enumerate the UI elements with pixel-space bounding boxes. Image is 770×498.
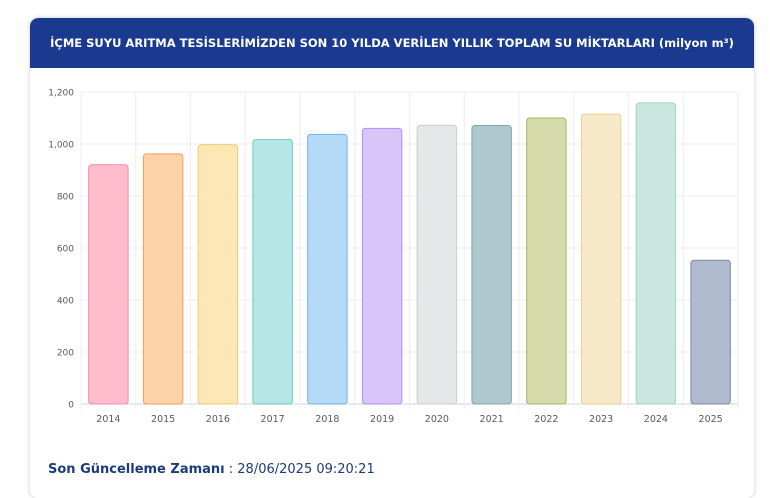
y-tick-label: 600 — [57, 245, 74, 255]
last-updated-separator: : — [224, 462, 238, 477]
bar-chart: 0 200 400 600 800 1,000 1,200 2014 2015 2016 2017 2… — [48, 89, 739, 425]
x-tick-label: 2016 — [206, 414, 230, 425]
y-tick-label: 0 — [68, 401, 74, 411]
bar-2015 — [142, 153, 184, 405]
x-tick-label: 2017 — [261, 414, 285, 425]
last-updated: Son Güncelleme Zamanı : 28/06/2025 09:20… — [48, 462, 375, 477]
bar-2017 — [252, 139, 293, 405]
x-tick-label: 2015 — [151, 414, 175, 425]
last-updated-label: Son Güncelleme Zamanı — [48, 462, 225, 477]
x-tick-label: 2021 — [480, 414, 504, 425]
bar-2021 — [471, 125, 512, 405]
chart-header: İÇME SUYU ARITMA TESİSLERİMİZDEN SON 10 … — [30, 18, 754, 68]
y-tick-label: 400 — [57, 297, 74, 307]
bar-2016 — [197, 144, 239, 405]
chart-title: İÇME SUYU ARITMA TESİSLERİMİZDEN SON 10 … — [50, 36, 734, 50]
bar-2018 — [307, 133, 348, 405]
last-updated-value: 28/06/2025 09:20:21 — [237, 462, 375, 477]
bar-2024 — [635, 102, 677, 405]
y-tick-label: 1,200 — [48, 89, 74, 99]
x-tick-label: 2014 — [96, 414, 120, 425]
bar-2025 — [690, 259, 731, 405]
y-tick-label: 200 — [57, 349, 74, 359]
bar-2023 — [580, 113, 622, 405]
bar-2022 — [526, 117, 567, 405]
x-tick-label: 2019 — [370, 414, 394, 425]
bar-2019 — [361, 127, 403, 405]
y-tick-label: 1,000 — [48, 141, 74, 151]
x-tick-label: 2025 — [699, 414, 723, 425]
y-tick-label: 800 — [57, 193, 74, 203]
x-tick-label: 2022 — [534, 414, 558, 425]
x-tick-label: 2023 — [589, 414, 613, 425]
x-tick-label: 2020 — [425, 414, 449, 425]
bar-2014 — [88, 164, 129, 405]
bar-2020 — [416, 124, 458, 405]
x-tick-label: 2024 — [644, 414, 668, 425]
x-tick-label: 2018 — [315, 414, 339, 425]
chart-card: İÇME SUYU ARITMA TESİSLERİMİZDEN SON 10 … — [30, 18, 754, 498]
